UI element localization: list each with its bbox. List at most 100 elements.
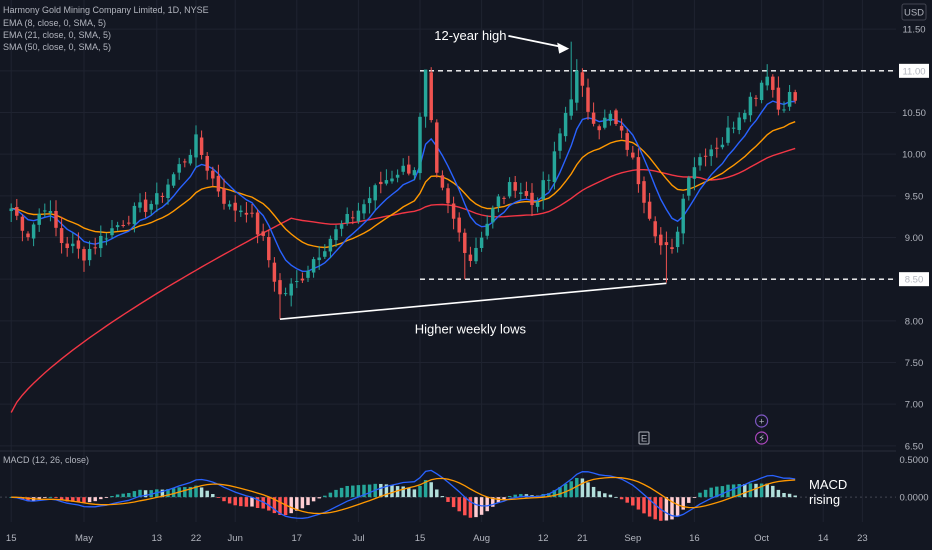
macd-histogram-bar	[608, 494, 613, 498]
candle	[351, 210, 355, 225]
macd-histogram-bar	[54, 497, 58, 499]
indicator-legend: EMA (21, close, 0, SMA, 5)	[3, 30, 111, 40]
candle-body	[104, 238, 109, 240]
candle	[535, 197, 540, 213]
candle-body	[54, 210, 58, 228]
arrow-head	[557, 42, 570, 54]
candle	[356, 202, 361, 224]
symbol-legend: Harmony Gold Mining Company Limited, 1D,…	[3, 5, 209, 15]
candle-body	[99, 235, 103, 249]
macd-histogram-bar	[575, 477, 579, 498]
candle	[20, 214, 25, 242]
candle-body	[793, 92, 797, 101]
macd-histogram-bar	[205, 490, 209, 498]
macd-histogram-bar	[199, 487, 204, 498]
macd-histogram-bar	[407, 488, 411, 498]
signal-line	[11, 476, 796, 515]
macd-histogram-bar	[731, 484, 736, 498]
candle	[407, 155, 411, 176]
time-tick-label: May	[75, 533, 93, 544]
time-tick-label: Jun	[228, 533, 243, 544]
macd-histogram-bar	[93, 497, 97, 502]
macd-histogram-bar	[278, 497, 282, 515]
macd-histogram-bar	[127, 492, 131, 498]
macd-histogram-bar	[401, 486, 405, 498]
candle-body	[138, 202, 142, 208]
candle-body	[222, 188, 226, 204]
candle-body	[485, 223, 489, 236]
macd-histogram-bar	[115, 494, 120, 498]
currency-badge: USD	[901, 3, 927, 21]
candle-body	[412, 170, 417, 176]
candle	[457, 212, 461, 242]
candle	[160, 192, 165, 203]
candle	[37, 208, 41, 232]
macd-histogram-bar	[255, 497, 260, 508]
candle-body	[423, 69, 428, 117]
macd-histogram-bar	[138, 489, 142, 498]
candle-body	[121, 225, 125, 227]
macd-histogram-bar	[782, 492, 786, 498]
candle	[211, 166, 215, 187]
macd-histogram-bar	[216, 497, 221, 498]
candle-body	[71, 243, 75, 247]
candle-body	[110, 228, 114, 236]
macd-histogram-bar	[653, 497, 657, 520]
candle	[127, 215, 131, 226]
macd-histogram-bar	[563, 483, 568, 498]
candle	[670, 238, 674, 254]
split-label: ⚡	[758, 434, 765, 445]
time-tick-label: 13	[152, 533, 163, 544]
time-tick-label: Oct	[754, 533, 769, 544]
candles	[9, 41, 797, 320]
macd-rising-label: MACD	[809, 477, 847, 492]
price-highlight-box	[899, 63, 929, 78]
macd-histogram-bar	[446, 497, 450, 502]
candle	[619, 118, 624, 139]
candle-body	[468, 254, 473, 261]
ema21-line	[11, 121, 796, 249]
macd-histogram-bar	[339, 487, 344, 498]
macd-histogram-bar	[233, 497, 237, 506]
candle	[244, 201, 249, 223]
candle-body	[87, 248, 92, 261]
candle	[519, 182, 523, 200]
candle	[614, 108, 618, 126]
macd-histogram-bar	[692, 497, 697, 498]
macd-histogram-bar	[166, 489, 170, 498]
candle	[110, 220, 114, 239]
candle-body	[367, 198, 372, 204]
candle	[373, 183, 377, 211]
macd-histogram-bar	[440, 496, 445, 498]
candle	[149, 200, 153, 215]
macd-histogram-bar	[345, 485, 349, 498]
macd-histogram-bar	[491, 497, 495, 507]
candle-body	[283, 293, 288, 295]
candle-body	[339, 224, 344, 229]
candle-body	[496, 196, 501, 207]
price-tick-label: 11.50	[902, 25, 925, 36]
candle-body	[726, 127, 730, 143]
macd-histogram-bar	[283, 497, 288, 516]
candle	[485, 215, 489, 240]
candle	[709, 144, 713, 166]
candle-body	[373, 185, 377, 201]
macd-tick-label: 0.0000	[899, 493, 928, 504]
candle	[104, 233, 109, 246]
candle	[698, 153, 702, 171]
candle-body	[379, 181, 383, 185]
macd-histogram-bar	[614, 496, 618, 498]
candle-body	[513, 182, 517, 191]
time-tick-label: 23	[857, 533, 868, 544]
time-tick-label: Jul	[352, 533, 364, 544]
candle	[339, 220, 344, 237]
candle	[715, 137, 719, 158]
candle-body	[143, 199, 148, 212]
macd-histogram-bar	[759, 483, 764, 498]
candle-body	[782, 109, 786, 111]
macd-histogram-bar	[59, 497, 64, 500]
candle-body	[306, 270, 310, 278]
candle-body	[300, 278, 305, 281]
